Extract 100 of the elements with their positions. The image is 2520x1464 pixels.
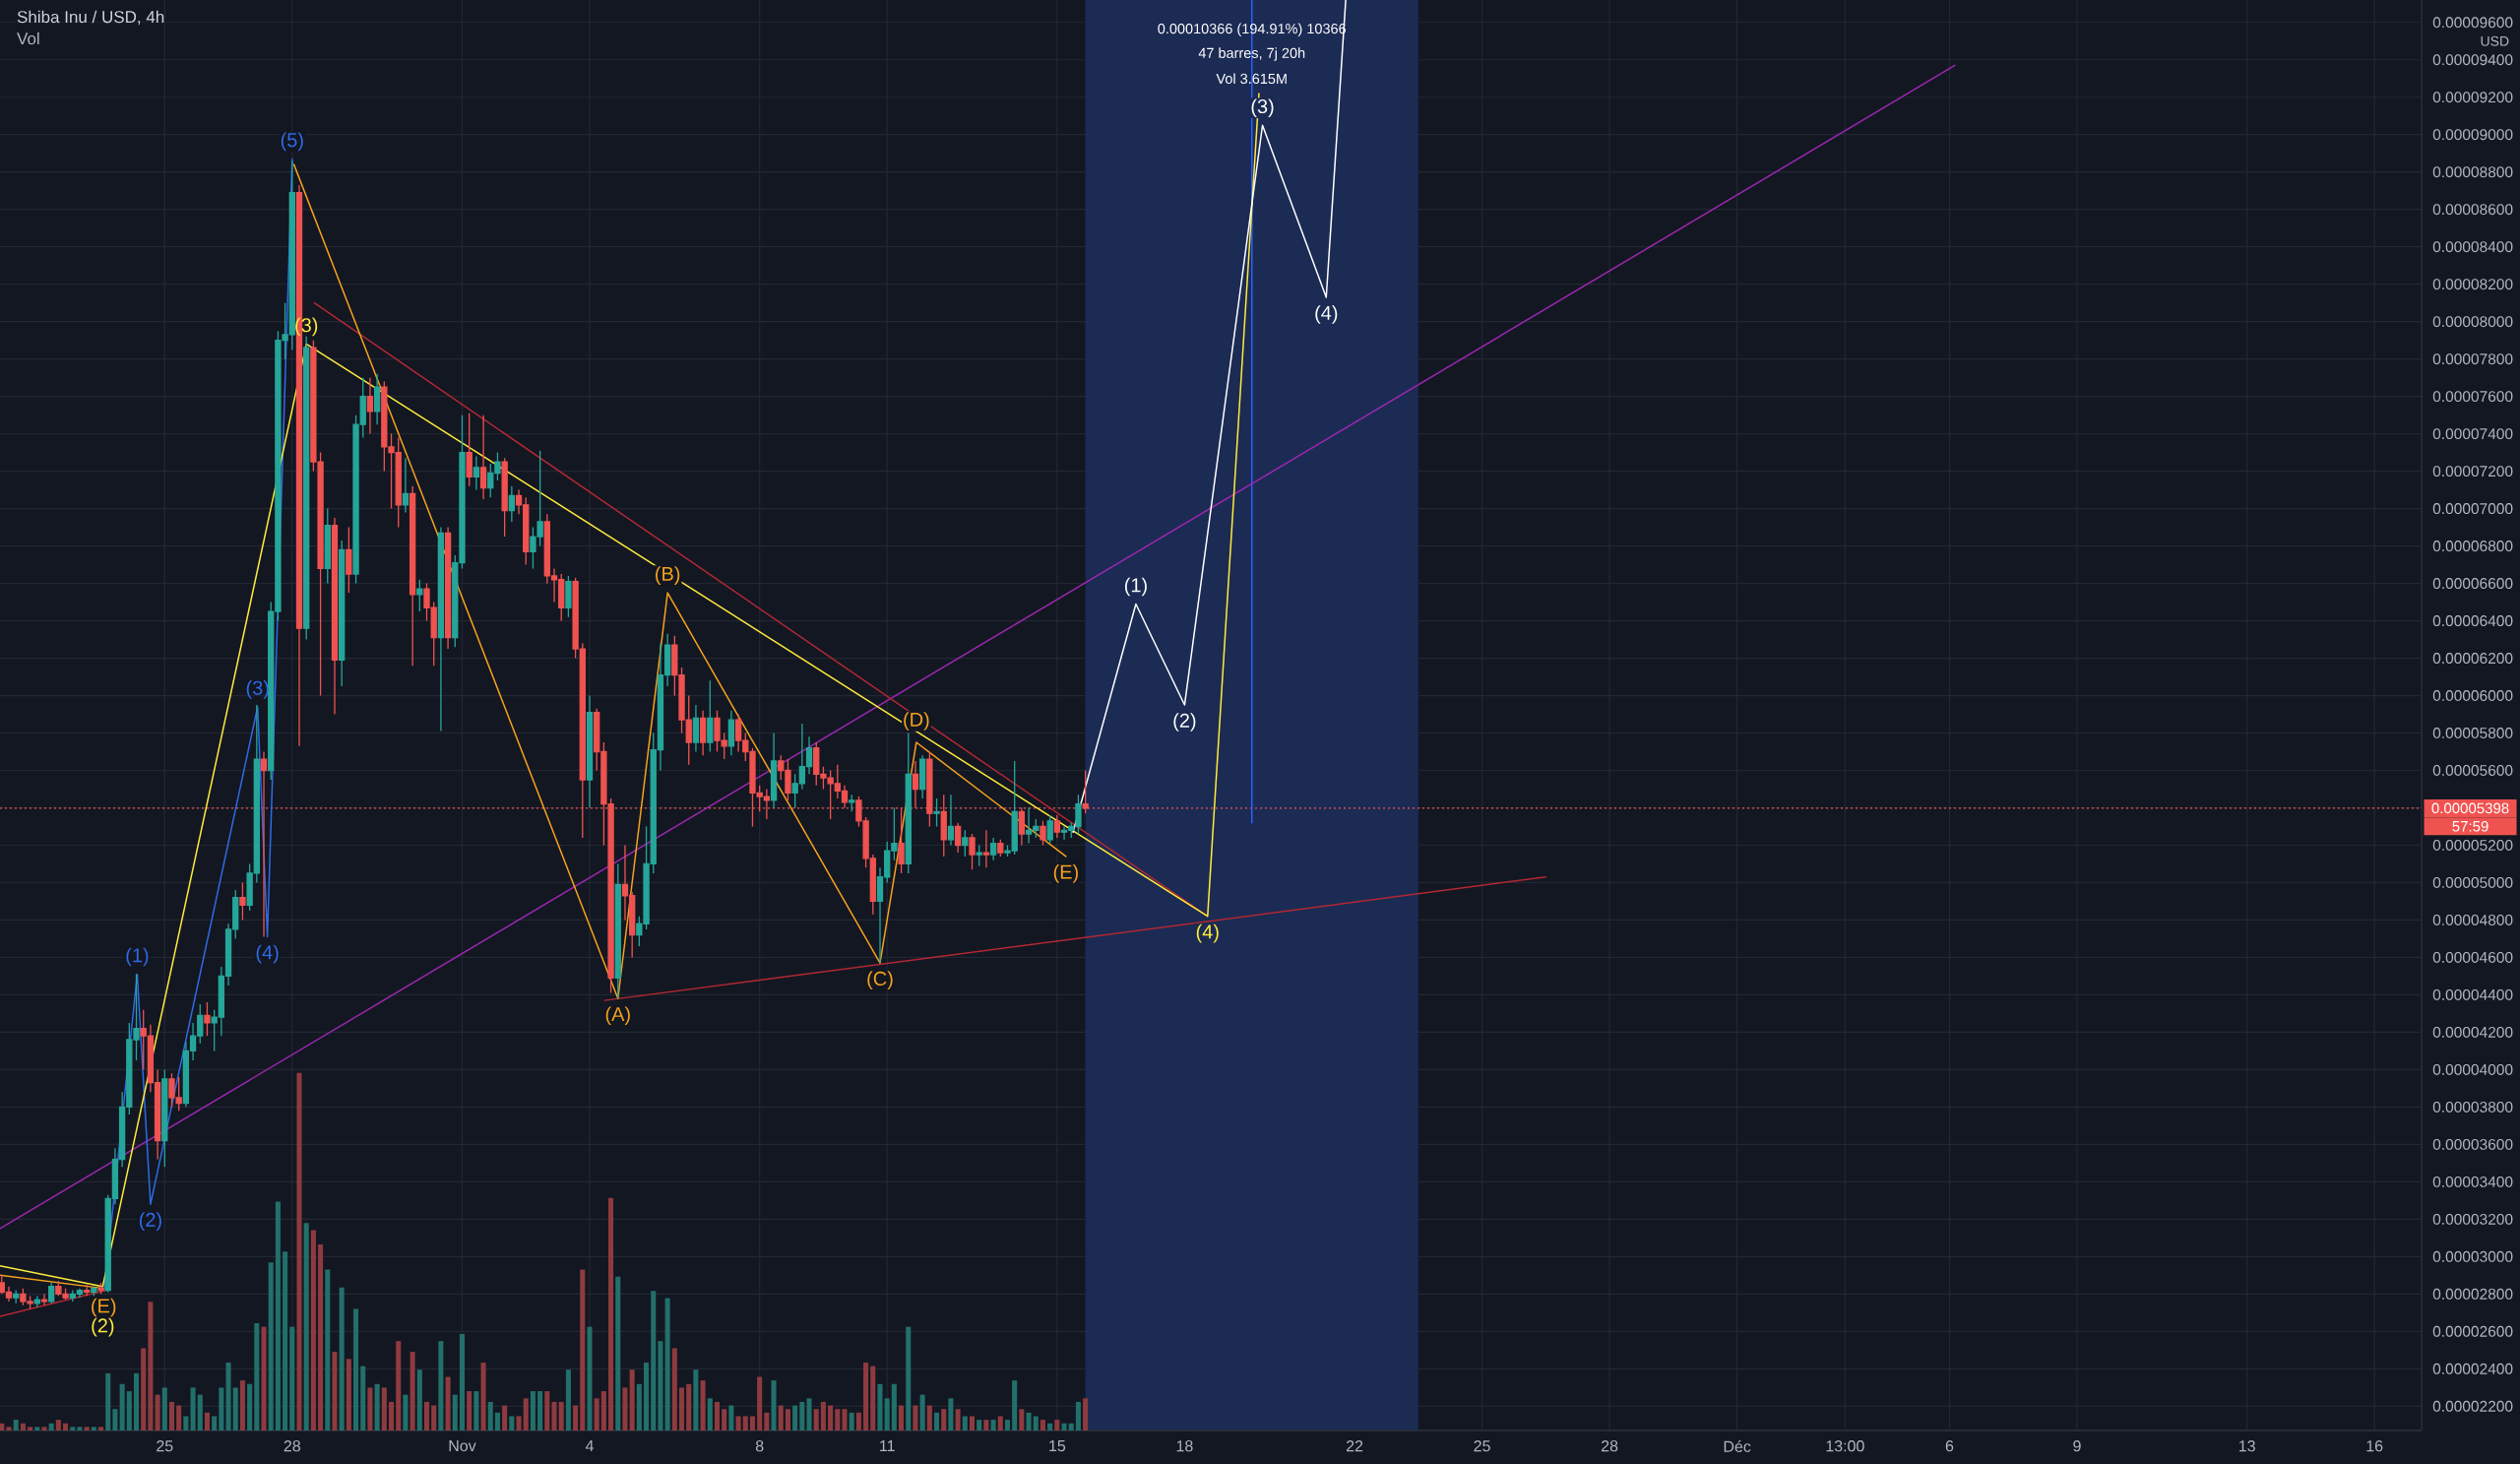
bar xyxy=(197,1394,203,1431)
bar xyxy=(1012,1380,1018,1431)
bar xyxy=(990,1420,996,1431)
bar xyxy=(658,1341,663,1431)
bar xyxy=(728,1405,734,1431)
bar xyxy=(636,1383,642,1431)
candlestick xyxy=(48,1282,55,1305)
bar xyxy=(225,1362,231,1431)
bar xyxy=(509,1416,515,1431)
candlestick xyxy=(479,414,487,500)
bar xyxy=(247,1383,253,1431)
bar xyxy=(1083,1398,1089,1431)
bar xyxy=(644,1362,650,1431)
bar xyxy=(778,1405,784,1431)
bar xyxy=(934,1412,940,1431)
bar xyxy=(948,1398,954,1431)
bar xyxy=(530,1391,536,1431)
bar xyxy=(91,1427,96,1431)
y-tick-label: 0.00003800 xyxy=(2432,1101,2513,1113)
bar xyxy=(1061,1423,1067,1431)
bar xyxy=(403,1394,409,1431)
bar xyxy=(735,1416,741,1431)
candlestick xyxy=(40,1293,48,1306)
candlestick xyxy=(346,526,352,594)
bar xyxy=(480,1362,486,1431)
candlestick xyxy=(466,413,472,487)
bar xyxy=(678,1387,685,1431)
candlestick xyxy=(366,376,374,435)
candlestick xyxy=(437,526,445,732)
bar xyxy=(13,1420,19,1431)
bar xyxy=(494,1412,500,1431)
candlestick xyxy=(239,881,246,922)
bar xyxy=(6,1427,12,1431)
candlestick xyxy=(416,579,423,612)
bar xyxy=(1075,1401,1081,1431)
y-tick-label: 0.00002600 xyxy=(2432,1325,2513,1337)
candlestick xyxy=(976,844,982,867)
bar xyxy=(757,1376,763,1431)
bar xyxy=(700,1380,706,1431)
bar xyxy=(20,1423,26,1431)
x-tick-label: 9 xyxy=(2073,1440,2081,1452)
x-tick-label: 28 xyxy=(1602,1440,1618,1452)
candlestick xyxy=(962,829,969,858)
y-tick-label: 0.00008800 xyxy=(2432,166,2513,178)
bar xyxy=(389,1401,395,1431)
candlestick xyxy=(409,485,416,667)
candlestick xyxy=(586,694,594,809)
bar xyxy=(332,1352,338,1431)
y-tick-label: 0.00009600 xyxy=(2432,17,2513,29)
y-tick-label: 0.00002800 xyxy=(2432,1288,2513,1300)
candlestick xyxy=(91,1286,97,1297)
annotation: (C) xyxy=(867,971,893,989)
bar xyxy=(239,1380,245,1431)
candlestick xyxy=(849,794,855,812)
bar xyxy=(651,1291,657,1431)
bar xyxy=(707,1398,713,1431)
text: 57:59 xyxy=(2452,820,2488,832)
chart-title: Vol xyxy=(17,32,39,45)
bar xyxy=(926,1405,932,1431)
bar xyxy=(884,1398,890,1431)
candlestick xyxy=(982,829,990,868)
bar xyxy=(473,1391,479,1431)
bar xyxy=(558,1401,564,1431)
bar xyxy=(1004,1420,1010,1431)
bar xyxy=(891,1383,897,1431)
bar xyxy=(594,1398,599,1431)
bar xyxy=(219,1387,224,1431)
bar xyxy=(283,1251,288,1431)
candlestick xyxy=(727,710,735,756)
bar xyxy=(176,1405,182,1431)
bar xyxy=(232,1387,238,1431)
annotation: (D) xyxy=(904,712,929,731)
bar xyxy=(161,1387,167,1431)
y-tick-label: 0.00003400 xyxy=(2432,1176,2513,1187)
bar xyxy=(749,1416,755,1431)
bar xyxy=(600,1391,606,1431)
bar xyxy=(487,1401,493,1431)
bar xyxy=(55,1420,61,1431)
x-tick-label: 25 xyxy=(157,1440,173,1452)
y-tick-label: 0.00008600 xyxy=(2432,204,2513,216)
bar xyxy=(870,1366,876,1431)
x-tick-label: 28 xyxy=(284,1440,301,1452)
bar xyxy=(919,1394,925,1431)
bar xyxy=(608,1197,614,1431)
bar xyxy=(962,1416,968,1431)
y-tick-label: 0.00003000 xyxy=(2432,1250,2513,1262)
bar xyxy=(537,1391,543,1431)
bar xyxy=(771,1380,777,1431)
bar xyxy=(105,1372,111,1431)
bar xyxy=(785,1409,790,1431)
bar xyxy=(629,1369,635,1431)
annotation: (1) xyxy=(1124,577,1147,597)
candlestick xyxy=(161,1068,168,1168)
bar xyxy=(396,1341,402,1431)
x-tick-label: 13 xyxy=(2238,1440,2255,1452)
x-tick-label: 18 xyxy=(1176,1440,1193,1452)
y-tick-label: 0.00009000 xyxy=(2432,129,2513,141)
y-tick-label: 0.00008200 xyxy=(2432,279,2513,290)
candlestick xyxy=(97,1282,104,1295)
bar xyxy=(835,1409,841,1431)
